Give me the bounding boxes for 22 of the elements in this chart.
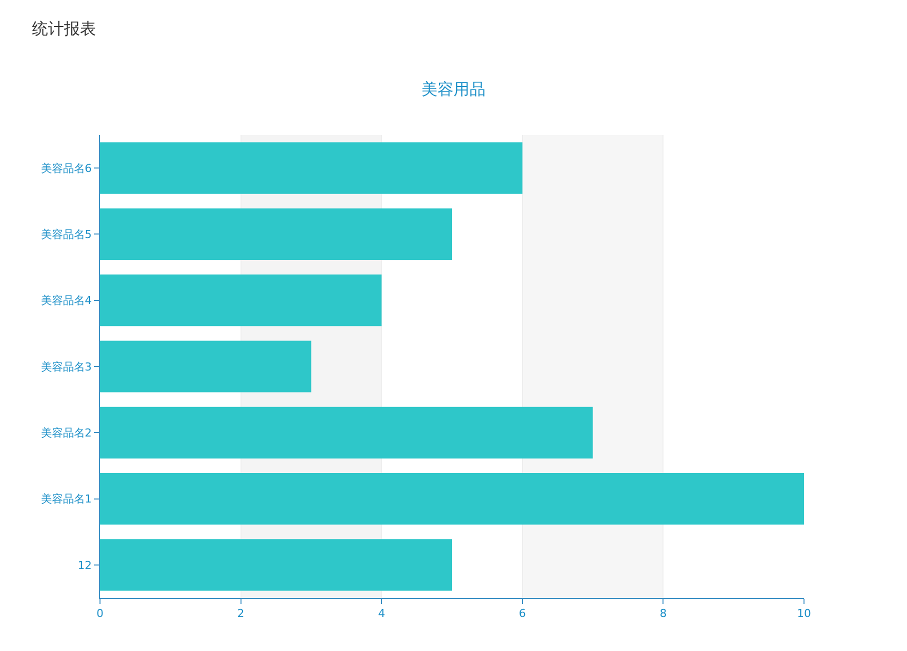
y-tick-label: 美容品名3	[40, 360, 92, 374]
bar	[100, 142, 522, 194]
bar	[100, 274, 382, 326]
x-tick-label: 4	[378, 607, 386, 620]
x-tick-label: 10	[797, 607, 811, 620]
y-tick-label: 美容品名5	[40, 228, 92, 242]
y-tick-label: 12	[78, 558, 92, 572]
x-tick-label: 8	[660, 607, 667, 620]
y-tick-label: 美容品名1	[40, 492, 92, 506]
x-tick-label: 0	[96, 607, 104, 620]
bar	[100, 539, 452, 591]
y-tick-label: 美容品名6	[40, 162, 92, 175]
y-tick-label: 美容品名4	[40, 294, 92, 308]
y-tick-label: 美容品名2	[40, 426, 92, 440]
bar	[100, 208, 452, 260]
x-tick-label: 2	[237, 607, 244, 620]
bar	[100, 406, 593, 458]
chart-title: 美容用品	[422, 80, 486, 99]
bar	[100, 340, 312, 392]
bar	[100, 472, 804, 525]
text: 统计报表	[32, 19, 96, 38]
x-tick-label: 6	[518, 607, 526, 620]
